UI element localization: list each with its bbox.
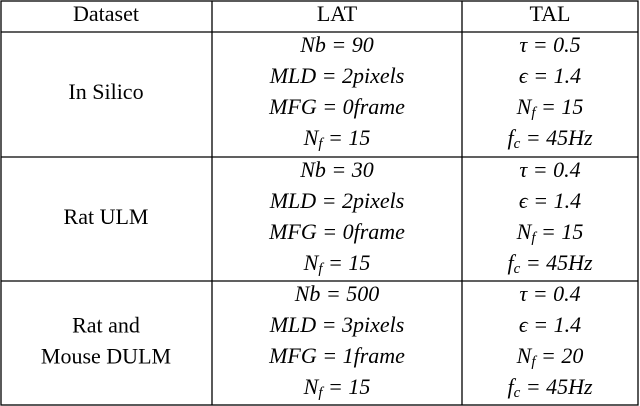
parameter-main: MLD = 2pixels xyxy=(269,188,405,213)
parameter: Nb = 500 xyxy=(294,281,380,306)
parameter-main: τ = 0.4 xyxy=(519,157,580,182)
parameter-main: ϵ = 1.4 xyxy=(519,312,581,337)
parameter: Nb = 30 xyxy=(299,157,374,182)
parameter-main: N xyxy=(516,94,533,119)
parameter: MLD = 2pixels xyxy=(269,188,405,213)
parameter-subscript: c xyxy=(514,136,521,152)
parameter-main: N xyxy=(516,219,533,244)
parameter-main: f xyxy=(507,374,516,399)
dataset-name: Rat and xyxy=(72,313,140,338)
parameter: MFG = 0frame xyxy=(268,94,405,119)
parameter-main: Nb = 30 xyxy=(299,157,374,182)
parameter-subscript: c xyxy=(514,261,521,277)
parameter-subscript: f xyxy=(531,230,537,246)
parameter-main: N xyxy=(303,250,320,275)
parameter-main: N xyxy=(303,125,320,150)
parameter-main: MLD = 2pixels xyxy=(269,63,405,88)
parameter-rest: = 45Hz xyxy=(520,374,593,399)
parameter: τ = 0.5 xyxy=(519,32,580,57)
parameter: τ = 0.4 xyxy=(519,157,580,182)
dataset-name: Mouse DULM xyxy=(41,344,171,369)
parameter-main: ϵ = 1.4 xyxy=(519,188,581,213)
parameter-rest: = 15 xyxy=(323,250,371,275)
parameter: fc = 45Hz xyxy=(507,250,593,277)
parameter-main: τ = 0.4 xyxy=(519,281,580,306)
parameter: fc = 45Hz xyxy=(507,125,593,152)
parameter: MLD = 2pixels xyxy=(269,63,405,88)
parameter: MLD = 3pixels xyxy=(269,312,405,337)
parameter: ϵ = 1.4 xyxy=(519,312,581,337)
parameter-main: Nb = 90 xyxy=(299,32,374,57)
parameter-subscript: f xyxy=(318,136,324,152)
parameter-rest: = 15 xyxy=(536,94,584,119)
parameter-main: f xyxy=(507,250,516,275)
parameter: Nf = 15 xyxy=(303,125,371,152)
parameter-main: MFG = 1frame xyxy=(268,343,405,368)
parameter: Nf = 15 xyxy=(516,219,584,246)
dataset-name: In Silico xyxy=(68,79,143,104)
parameter: fc = 45Hz xyxy=(507,374,593,401)
parameter-rest: = 20 xyxy=(536,343,584,368)
parameter-main: ϵ = 1.4 xyxy=(519,63,581,88)
parameter-rest: = 15 xyxy=(323,374,371,399)
parameter-main: N xyxy=(516,343,533,368)
parameter: Nb = 90 xyxy=(299,32,374,57)
parameter: Nf = 15 xyxy=(303,374,371,401)
parameter-subscript: f xyxy=(318,385,324,401)
parameter: Nf = 15 xyxy=(516,94,584,121)
parameter-main: Nb = 500 xyxy=(294,281,380,306)
parameter: MFG = 0frame xyxy=(268,219,405,244)
parameter-main: MFG = 0frame xyxy=(268,94,405,119)
parameter: ϵ = 1.4 xyxy=(519,188,581,213)
parameter-main: f xyxy=(507,125,516,150)
dataset-name: Rat ULM xyxy=(64,204,149,229)
parameter-main: N xyxy=(303,374,320,399)
parameter-main: MFG = 0frame xyxy=(268,219,405,244)
parameter: τ = 0.4 xyxy=(519,281,580,306)
parameter: ϵ = 1.4 xyxy=(519,63,581,88)
parameter-main: τ = 0.5 xyxy=(519,32,580,57)
parameter-subscript: f xyxy=(531,354,537,370)
parameter-rest: = 15 xyxy=(323,125,371,150)
parameter: Nf = 15 xyxy=(303,250,371,277)
column-header: LAT xyxy=(317,1,358,26)
parameter-rest: = 15 xyxy=(536,219,584,244)
parameter-subscript: c xyxy=(514,385,521,401)
column-header: TAL xyxy=(529,1,570,26)
parameter-rest: = 45Hz xyxy=(520,250,593,275)
parameter-main: MLD = 3pixels xyxy=(269,312,405,337)
parameter: Nf = 20 xyxy=(516,343,584,370)
parameter-subscript: f xyxy=(318,261,324,277)
parameter-rest: = 45Hz xyxy=(520,125,593,150)
parameter: MFG = 1frame xyxy=(268,343,405,368)
parameter-subscript: f xyxy=(531,105,537,121)
column-header: Dataset xyxy=(73,1,139,26)
